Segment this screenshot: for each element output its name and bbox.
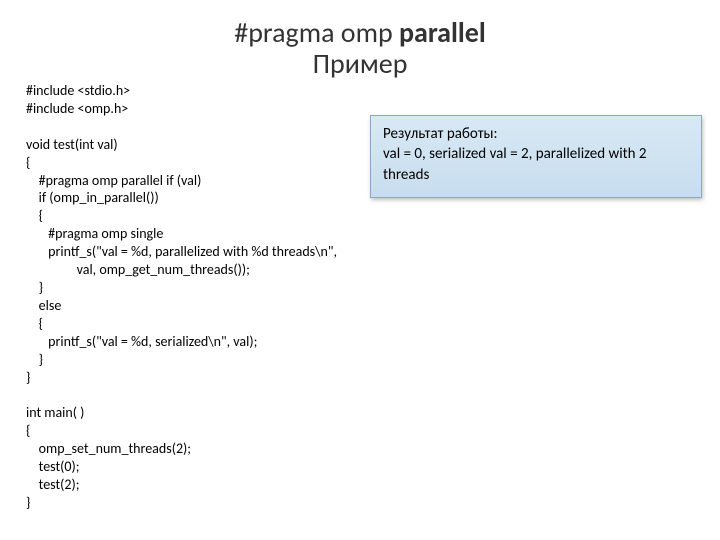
title-line1-prefix: #pragma omp — [234, 15, 399, 50]
code-block: #include <stdio.h> #include <omp.h> void… — [26, 82, 337, 512]
result-heading: Результат работы: — [383, 124, 689, 144]
title-line1-bold: parallel — [399, 15, 486, 50]
title-line2: Пример — [313, 46, 408, 81]
result-body: val = 0, serialized val = 2, parallelize… — [383, 144, 689, 185]
result-box: Результат работы: val = 0, serialized va… — [370, 115, 702, 198]
slide-title: #pragma omp parallel Пример — [0, 0, 720, 80]
